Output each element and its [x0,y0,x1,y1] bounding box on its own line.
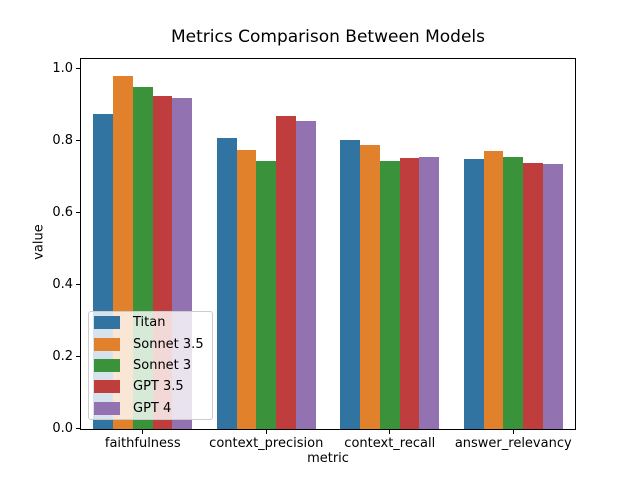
legend-swatch-gpt-4 [94,401,120,415]
x-tick-mark [389,430,391,434]
y-tick-mark [76,68,80,70]
bar-sonnet-3-context-precision [256,160,277,429]
y-tick-label: 0.6 [52,205,73,221]
legend-item-sonnet-3: Sonnet 3 [89,355,212,376]
y-tick-label: 0.2 [52,349,73,364]
y-tick-mark [76,428,80,429]
y-tick-mark [76,212,80,214]
x-tick-label-faithfulness: faithfulness [104,436,181,451]
legend-label-gpt-3-5: GPT 3.5 [133,379,184,395]
x-tick-label-context-precision: context_precision [209,436,324,451]
y-tick-label: 1.0 [52,61,73,77]
bar-sonnet-3-context-recall [379,160,400,429]
legend-label-gpt-4: GPT 4 [133,400,172,416]
y-tick-label: 0.0 [52,421,73,436]
x-axis-label: metric [307,451,349,466]
y-tick-mark [76,284,80,286]
y-tick-label: 0.8 [52,133,73,149]
bar-gpt-4-context-recall [419,156,440,429]
y-tick-mark [76,140,80,142]
legend-swatch-sonnet-3 [94,359,120,373]
bar-titan-context-precision [216,138,237,429]
x-tick-label-context-recall: context_recall [344,436,436,451]
legend: Titan Sonnet 3.5 Sonnet 3 GPT 3.5 GPT 4 [88,311,213,420]
legend-item-titan: Titan [89,312,212,333]
x-tick-label-answer-relevancy: answer_relevancy [454,436,572,451]
bar-gpt-3-5-context-precision [276,115,296,429]
bar-titan-answer-relevancy [463,158,484,429]
legend-swatch-titan [94,316,120,330]
bar-sonnet-3-answer-relevancy [503,157,524,429]
legend-item-sonnet-3-5: Sonnet 3.5 [89,333,212,354]
bar-gpt-4-context-precision [295,120,316,429]
bar-sonnet-3-5-context-precision [236,150,257,429]
y-tick-label: 0.4 [52,277,73,293]
bar-gpt-3-5-context-recall [399,157,420,429]
bar-gpt-3-5-answer-relevancy [523,163,543,429]
legend-label-sonnet-3-5: Sonnet 3.5 [133,336,204,352]
plot-area: Titan Sonnet 3.5 Sonnet 3 GPT 3.5 GPT 4 [80,58,576,430]
y-tick-mark [76,356,80,357]
legend-label-titan: Titan [133,315,166,331]
legend-item-gpt-3-5: GPT 3.5 [89,376,212,397]
bar-sonnet-3-5-answer-relevancy [483,151,504,429]
legend-label-sonnet-3: Sonnet 3 [133,358,192,374]
y-axis-label: value [31,224,47,260]
x-tick-mark [142,430,144,434]
legend-item-gpt-4: GPT 4 [89,398,212,419]
legend-swatch-sonnet-3-5 [94,337,120,351]
x-tick-mark [512,430,514,434]
bar-sonnet-3-5-context-recall [360,145,380,429]
bar-titan-context-recall [340,139,361,429]
bar-gpt-4-answer-relevancy [542,164,563,429]
x-tick-mark [265,430,267,434]
legend-swatch-gpt-3-5 [94,380,120,394]
chart-title: Metrics Comparison Between Models [171,27,485,47]
